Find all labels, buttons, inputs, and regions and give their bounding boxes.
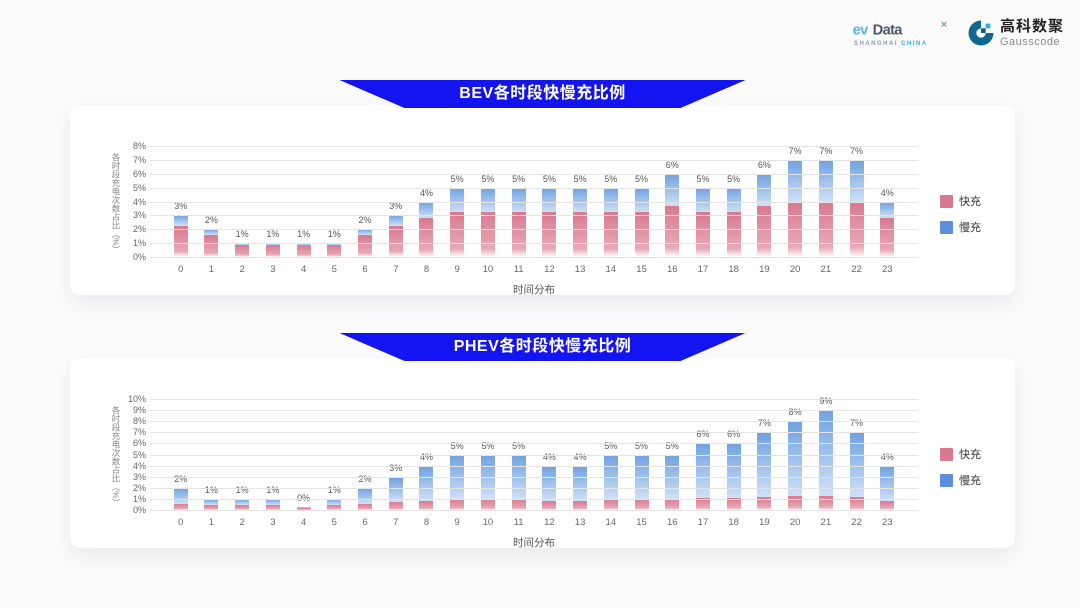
svg-text:ev: ev bbox=[853, 22, 869, 38]
svg-text:Data: Data bbox=[873, 22, 904, 38]
